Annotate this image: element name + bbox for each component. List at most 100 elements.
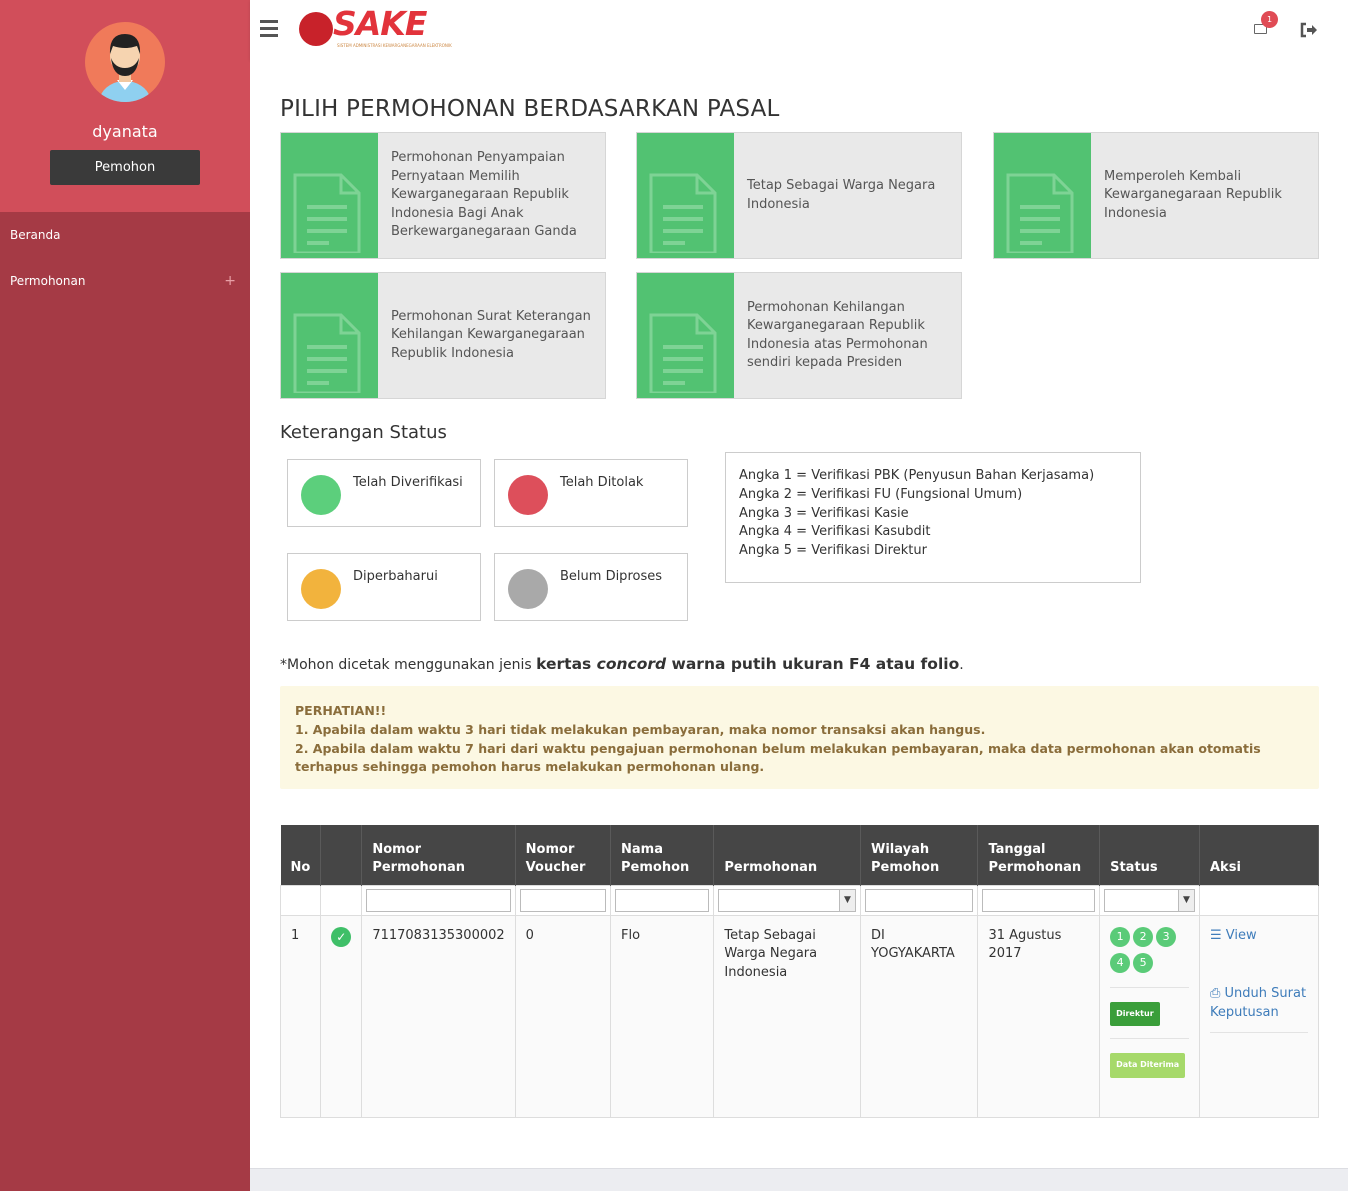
role-button[interactable]: Pemohon — [50, 150, 200, 185]
filter-nama-input[interactable] — [615, 888, 710, 912]
status-label: Telah Ditolak — [560, 475, 644, 490]
col-voucher[interactable]: Nomor Voucher — [515, 825, 612, 885]
application-card[interactable]: Tetap Sebagai Warga Negara Indonesia — [636, 132, 962, 259]
garuda-emblem-icon — [299, 12, 333, 46]
legend-line: Angka 1 = Verifikasi PBK (Penyusun Bahan… — [739, 468, 1095, 483]
step-legend: Angka 1 = Verifikasi PBK (Penyusun Bahan… — [725, 452, 1141, 583]
chevron-down-icon: ▼ — [838, 889, 855, 911]
status-badge: Direktur — [1110, 1001, 1160, 1026]
card-label: Permohonan Penyampaian Pernyataan Memili… — [391, 150, 577, 240]
filter-status-select[interactable]: ▼ — [1104, 888, 1195, 912]
application-card[interactable]: Memperoleh Kembali Kewarganegaraan Repub… — [993, 132, 1319, 259]
logo-text: SAKE — [333, 4, 427, 43]
filter-nomor-input[interactable] — [366, 888, 511, 912]
application-table: No Nomor Permohonan Nomor Voucher Nama Pemo… — [279, 825, 1319, 1118]
expand-icon[interactable]: + — [224, 273, 236, 289]
cell-status: 1 2 3 4 5 Direktur Data Diterima — [1099, 914, 1200, 1118]
logo-subtitle: SISTEM ADMINISTRASI KEWARGANEGARAAN ELEK… — [337, 43, 452, 48]
warning-alert: PERHATIAN!! 1. Apabila dalam waktu 3 har… — [280, 686, 1319, 789]
col-nomor[interactable]: Nomor Permohonan — [361, 825, 516, 885]
col-no[interactable]: No — [280, 825, 322, 885]
cell-nomor: 7117083135300002 — [361, 914, 516, 1118]
print-note: *Mohon dicetak menggunakan jenis kertas … — [280, 655, 964, 673]
main-content: PILIH PERMOHONAN BERDASARKAN PASAL Permo… — [250, 60, 1348, 1168]
alert-line: 2. Apabila dalam waktu 7 hari dari waktu… — [295, 740, 1261, 775]
application-card[interactable]: Permohonan Penyampaian Pernyataan Memili… — [280, 132, 606, 259]
notification-badge: 1 — [1261, 11, 1278, 28]
cell-tanggal: 31 Agustus 2017 — [977, 914, 1101, 1118]
cell-permohonan: Tetap Sebagai Warga Negara Indonesia — [713, 914, 861, 1118]
document-icon — [281, 273, 378, 398]
col-tanggal[interactable]: Tanggal Permohonan — [977, 825, 1101, 885]
menu-toggle-icon[interactable] — [260, 20, 278, 37]
cell-aksi: ☰ View ⎙ Unduh Surat Keputusan — [1199, 914, 1319, 1118]
view-link[interactable]: ☰ View — [1210, 927, 1257, 943]
chevron-down-icon: ▼ — [1178, 889, 1194, 911]
green-dot-icon — [301, 475, 341, 515]
legend-line: Angka 3 = Verifikasi Kasie — [739, 505, 909, 521]
status-verified: Telah Diverifikasi — [287, 459, 481, 527]
check-circle-icon: ✓ — [331, 926, 352, 947]
table-row: 1 ✓ 7117083135300002 0 Flo Tetap Sebagai… — [279, 914, 1319, 1118]
footer — [250, 1168, 1348, 1191]
document-icon — [637, 273, 734, 398]
card-label: Permohonan Kehilangan Kewarganegaraan Re… — [747, 299, 928, 371]
sidebar-item-label: Permohonan — [10, 274, 86, 288]
list-icon: ☰ — [1210, 927, 1226, 943]
page-title: PILIH PERMOHONAN BERDASARKAN PASAL — [280, 96, 780, 122]
col-permohonan[interactable]: Permohonan — [713, 825, 861, 885]
alert-line: 1. Apabila dalam waktu 3 hari tidak mela… — [295, 721, 986, 737]
step-badge: 5 — [1133, 952, 1154, 973]
cell-nama: Flo — [610, 914, 715, 1118]
status-section-title: Keterangan Status — [280, 422, 447, 443]
legend-line: Angka 4 = Verifikasi Kasubdit — [739, 524, 931, 540]
sidebar-item-beranda[interactable]: Beranda — [0, 212, 250, 258]
username: dyanata — [92, 122, 158, 141]
card-label: Memperoleh Kembali Kewarganegaraan Repub… — [1104, 168, 1282, 221]
col-wilayah[interactable]: Wilayah Pemohon — [860, 825, 979, 885]
mail-icon[interactable] — [1254, 24, 1267, 34]
sidebar-item-permohonan[interactable]: Permohonan + — [0, 258, 250, 304]
print-icon: ⎙ — [1210, 986, 1225, 1001]
profile-panel: dyanata Pemohon — [0, 0, 250, 212]
filter-voucher-input[interactable] — [519, 888, 607, 912]
sidebar-item-label: Beranda — [10, 228, 61, 242]
yellow-dot-icon — [301, 569, 341, 609]
step-badge: 2 — [1133, 926, 1154, 947]
col-nama[interactable]: Nama Pemohon — [610, 825, 715, 885]
status-badge: Data Diterima — [1110, 1053, 1186, 1078]
card-label: Permohonan Surat Keterangan Kehilangan K… — [391, 308, 591, 361]
application-card[interactable]: Permohonan Surat Keterangan Kehilangan K… — [280, 272, 606, 399]
logo: SAKE SISTEM ADMINISTRASI KEWARGANEGARAAN… — [299, 4, 459, 50]
cell-wilayah: DI YOGYAKARTA — [859, 914, 979, 1118]
download-decision-link[interactable]: ⎙ Unduh Surat Keputusan — [1210, 986, 1307, 1020]
status-label: Belum Diproses — [560, 569, 662, 584]
top-bar: SAKE SISTEM ADMINISTRASI KEWARGANEGARAAN… — [250, 0, 1348, 60]
document-icon — [281, 133, 378, 258]
filter-tanggal-input[interactable] — [982, 888, 1096, 912]
col-status[interactable]: Status — [1099, 825, 1200, 885]
filter-wilayah-input[interactable] — [864, 888, 974, 912]
step-badge: 3 — [1156, 926, 1177, 947]
application-card[interactable]: Permohonan Kehilangan Kewarganegaraan Re… — [636, 272, 962, 399]
col-check — [320, 825, 363, 885]
document-icon — [637, 133, 734, 258]
cell-voucher: 0 — [514, 914, 612, 1118]
logout-icon[interactable] — [1300, 22, 1318, 42]
legend-line: Angka 5 = Verifikasi Direktur — [739, 543, 927, 559]
red-dot-icon — [508, 475, 548, 515]
status-label: Telah Diverifikasi — [353, 475, 463, 490]
cell-no: 1 — [279, 914, 322, 1118]
step-badge: 1 — [1110, 926, 1131, 947]
avatar — [85, 22, 165, 102]
status-updated: Diperbaharui — [287, 553, 481, 621]
col-aksi: Aksi — [1199, 825, 1319, 885]
step-badge: 4 — [1110, 952, 1131, 973]
status-label: Diperbaharui — [353, 569, 438, 584]
status-pending: Belum Diproses — [494, 553, 688, 621]
sidebar: dyanata Pemohon Beranda Permohonan + — [0, 0, 250, 1191]
card-label: Tetap Sebagai Warga Negara Indonesia — [747, 178, 936, 212]
status-rejected: Telah Ditolak — [494, 459, 688, 527]
legend-line: Angka 2 = Verifikasi FU (Fungsional Umum… — [739, 486, 1023, 502]
filter-permohonan-select[interactable]: ▼ — [718, 888, 856, 912]
